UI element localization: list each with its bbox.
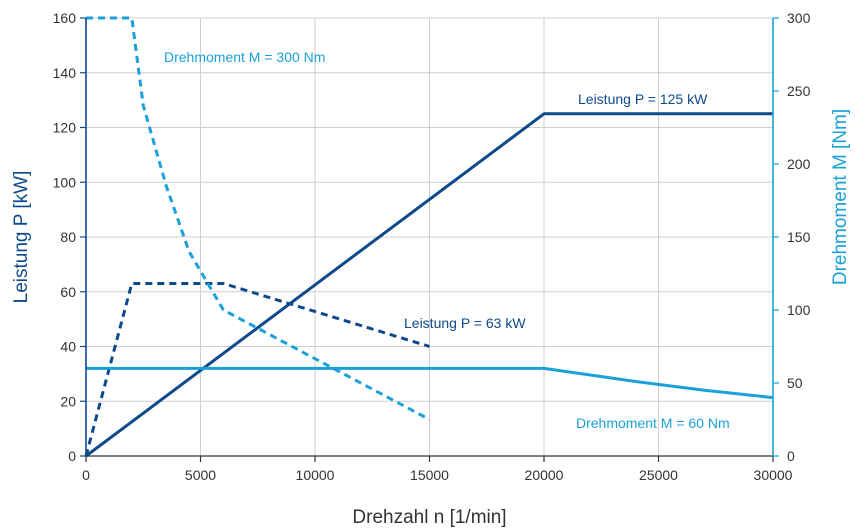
y-left-tick-label: 40 <box>60 339 76 355</box>
annotation-torque-60: Drehmoment M = 60 Nm <box>576 415 730 431</box>
y-axis-right-title: Drehmoment M [Nm] <box>830 109 851 285</box>
y-left-tick-label: 60 <box>60 284 76 300</box>
annotation-power-63: Leistung P = 63 kW <box>404 315 526 331</box>
y-left-tick-label: 20 <box>60 393 76 409</box>
y-axis-left-title: Leistung P [kW] <box>11 171 32 304</box>
tick-labels: 0 5000 10000 15000 20000 25000 30000 0 20 40 60 80 1… <box>53 10 811 483</box>
y-left-tick-label: 140 <box>53 65 77 81</box>
axes <box>80 17 779 462</box>
series-line-1 <box>85 112 773 458</box>
y-left-tick-label: 0 <box>68 448 76 464</box>
series-line-4 <box>86 366 774 400</box>
x-tick-label: 10000 <box>296 467 335 483</box>
y-right-tick-label: 300 <box>787 10 811 26</box>
y-right-tick-label: 0 <box>787 448 795 464</box>
annotation-torque-300: Drehmoment M = 300 Nm <box>164 49 325 65</box>
y-right-tick-label: 50 <box>787 375 803 391</box>
y-left-tick-label: 80 <box>60 229 76 245</box>
x-tick-label: 20000 <box>525 467 564 483</box>
annotation-power-125: Leistung P = 125 kW <box>578 91 708 107</box>
grid <box>86 17 773 456</box>
x-tick-label: 25000 <box>639 467 678 483</box>
y-right-tick-label: 100 <box>787 302 811 318</box>
x-axis-title: Drehzahl n [1/min] <box>352 507 506 528</box>
series-line-3 <box>86 16 431 421</box>
annotations: Drehmoment M = 300 Nm Leistung P = 125 k… <box>164 49 730 431</box>
x-tick-label: 0 <box>82 467 90 483</box>
x-tick-label: 5000 <box>185 467 216 483</box>
y-left-tick-label: 100 <box>53 174 77 190</box>
y-right-tick-label: 200 <box>787 156 811 172</box>
x-tick-label: 15000 <box>410 467 449 483</box>
x-tick-label: 30000 <box>754 467 793 483</box>
series-layer <box>84 16 774 458</box>
y-right-tick-label: 250 <box>787 83 811 99</box>
y-left-tick-label: 160 <box>53 10 77 26</box>
y-right-tick-label: 150 <box>787 229 811 245</box>
y-left-tick-label: 120 <box>53 120 77 136</box>
